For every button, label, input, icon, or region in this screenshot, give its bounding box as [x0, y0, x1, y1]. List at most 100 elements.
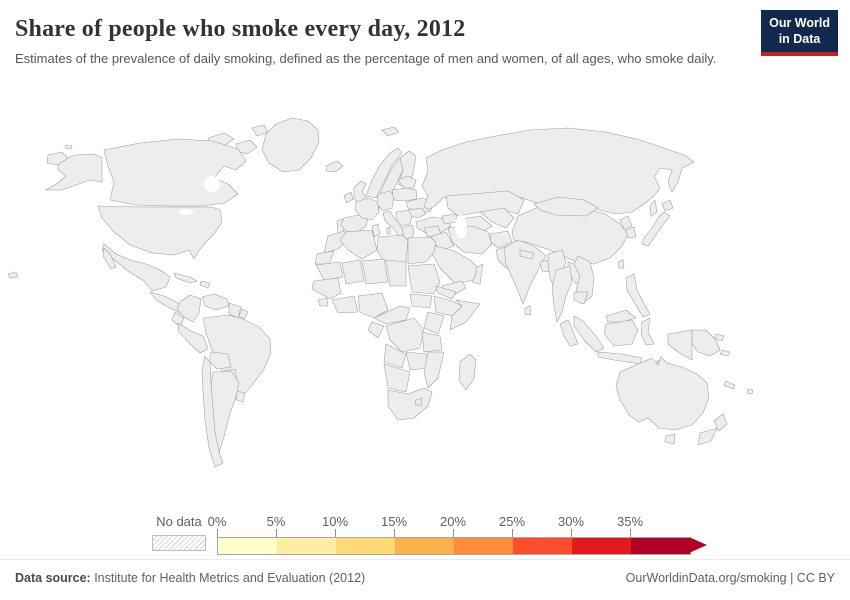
country-papua-new-guinea[interactable] [691, 329, 721, 357]
country-italy-sardinia[interactable] [386, 226, 391, 235]
country-nepal[interactable] [519, 249, 535, 260]
country-peru[interactable] [177, 322, 209, 354]
country-drc[interactable] [385, 317, 425, 353]
country-eritrea[interactable] [435, 285, 457, 300]
legend-bin[interactable] [218, 538, 277, 554]
country-malaysia-borneo[interactable] [605, 309, 637, 323]
legend-no-data-swatch[interactable] [152, 535, 206, 551]
country-united-states[interactable] [97, 205, 223, 260]
legend-bin[interactable] [454, 538, 513, 554]
country-russia-chukotka[interactable] [46, 151, 69, 166]
country-chile[interactable] [201, 355, 224, 468]
country-russia-wrangel[interactable] [64, 144, 73, 150]
country-ghana[interactable] [331, 295, 359, 314]
country-cambodia[interactable] [573, 291, 589, 305]
country-hawaii[interactable] [7, 271, 19, 279]
country-lesotho[interactable] [414, 397, 423, 407]
country-greenland[interactable] [261, 117, 320, 173]
country-nigeria[interactable] [357, 292, 389, 319]
country-niger[interactable] [361, 258, 389, 285]
country-japan[interactable] [641, 211, 671, 247]
country-mozambique[interactable] [423, 351, 445, 389]
country-canada[interactable] [103, 138, 247, 207]
country-balkans[interactable] [395, 209, 413, 227]
country-cameroon[interactable] [373, 305, 411, 325]
country-united-kingdom[interactable] [353, 180, 368, 206]
country-suriname[interactable] [238, 308, 249, 320]
footer-license[interactable]: OurWorldinData.org/smoking | CC BY [625, 571, 835, 585]
country-sri-lanka[interactable] [524, 305, 532, 316]
country-hispaniola[interactable] [199, 280, 211, 289]
country-indonesia-borneo[interactable] [603, 319, 639, 347]
country-taiwan[interactable] [617, 259, 625, 269]
country-colombia[interactable] [176, 294, 202, 323]
country-gabon[interactable] [367, 321, 385, 339]
country-mauritania[interactable] [315, 261, 344, 281]
country-tunisia[interactable] [371, 223, 381, 238]
country-new-caledonia[interactable] [723, 380, 736, 390]
country-poland[interactable] [391, 187, 418, 202]
country-south-korea[interactable] [625, 226, 637, 239]
country-madagascar[interactable] [458, 353, 477, 391]
country-new-zealand-north[interactable] [713, 413, 728, 432]
country-libya[interactable] [376, 234, 409, 263]
country-belarus-baltics[interactable] [397, 175, 417, 189]
country-png-new-britain[interactable] [713, 333, 725, 342]
country-iceland[interactable] [325, 160, 344, 173]
legend-no-data[interactable]: No data [152, 514, 206, 551]
country-germany[interactable] [376, 190, 395, 212]
country-senegal[interactable] [311, 277, 342, 300]
country-japan-hokkaido[interactable] [661, 199, 674, 212]
country-uruguay[interactable] [235, 390, 246, 403]
country-chad[interactable] [385, 259, 407, 287]
country-kenya[interactable] [423, 311, 445, 335]
country-afghanistan[interactable] [489, 230, 513, 249]
legend-bin[interactable] [572, 538, 631, 554]
country-oman[interactable] [471, 263, 484, 285]
country-tanzania[interactable] [421, 331, 443, 353]
country-australia[interactable] [615, 356, 710, 431]
legend-bin[interactable] [277, 538, 336, 554]
country-south-africa[interactable] [387, 387, 433, 421]
country-india[interactable] [503, 239, 547, 305]
country-indonesia-sumatra[interactable] [573, 315, 605, 353]
country-mali[interactable] [341, 259, 365, 285]
country-indonesia-papua[interactable] [667, 329, 693, 361]
legend-bin[interactable] [336, 538, 395, 554]
country-caucasus[interactable] [441, 213, 458, 225]
country-indonesia-sulawesi[interactable] [640, 317, 655, 346]
country-bangladesh[interactable] [539, 259, 550, 273]
owid-logo[interactable]: Our World in Data [761, 10, 838, 57]
country-bolivia[interactable] [208, 351, 232, 370]
country-sudan[interactable] [407, 263, 441, 295]
country-france[interactable] [354, 197, 380, 221]
country-egypt[interactable] [407, 236, 437, 265]
country-uzbekistan[interactable] [479, 207, 515, 229]
country-indonesia-java[interactable] [597, 351, 643, 365]
country-mongolia[interactable] [533, 196, 599, 217]
country-solomon-islands[interactable] [719, 349, 731, 357]
country-svalbard[interactable] [381, 126, 400, 137]
country-norway[interactable] [365, 147, 403, 199]
country-sierra-leone[interactable] [317, 297, 329, 307]
country-cuba[interactable] [173, 272, 198, 284]
country-angola[interactable] [383, 343, 407, 369]
country-north-korea[interactable] [619, 215, 633, 230]
country-russia-sakhalin[interactable] [649, 199, 658, 217]
country-venezuela[interactable] [201, 293, 230, 311]
country-new-zealand-south[interactable] [697, 427, 718, 446]
country-algeria[interactable] [339, 229, 378, 260]
country-south-sudan[interactable] [409, 293, 433, 309]
country-australia-tasmania[interactable] [664, 433, 676, 445]
legend-color-bar[interactable] [217, 537, 691, 555]
country-ireland[interactable] [343, 191, 354, 204]
country-somalia[interactable] [449, 299, 481, 331]
country-thailand[interactable] [551, 265, 573, 323]
legend-bin[interactable] [513, 538, 572, 554]
country-fiji[interactable] [746, 388, 754, 395]
legend-bin[interactable] [631, 538, 690, 554]
country-namibia[interactable] [383, 363, 411, 393]
country-philippines[interactable] [625, 273, 651, 318]
country-mexico-baja[interactable] [102, 247, 117, 270]
country-malaysia-peninsula[interactable] [559, 319, 579, 347]
